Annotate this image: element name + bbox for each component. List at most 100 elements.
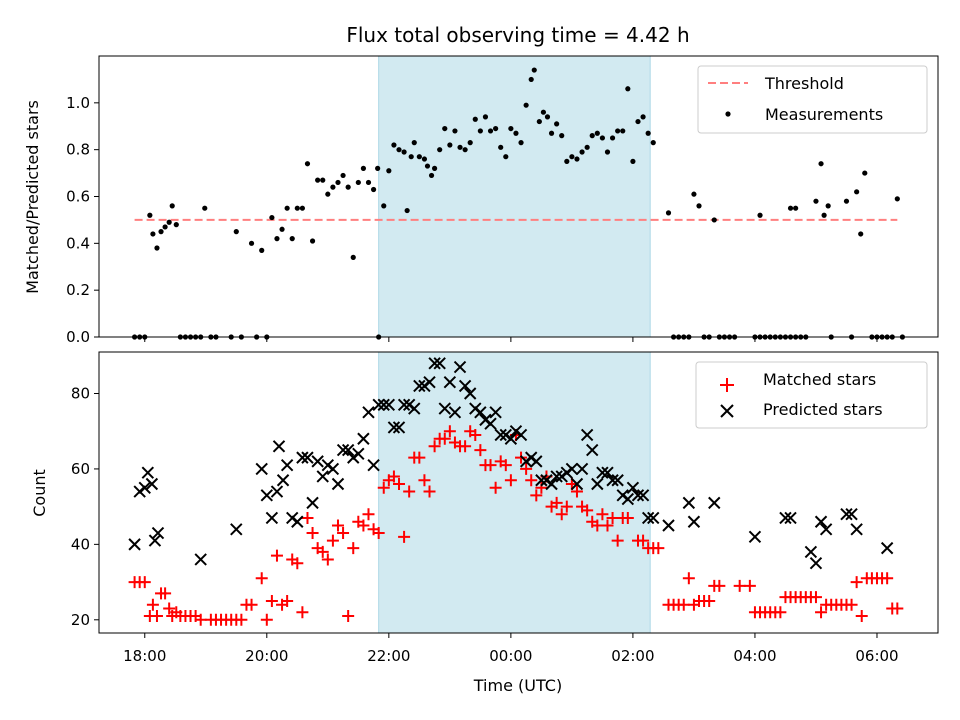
legend-predicted-label: Predicted stars <box>763 400 883 419</box>
measurement-point <box>408 154 414 160</box>
predicted-star-point <box>352 447 365 461</box>
matched-star-point <box>321 553 334 566</box>
shaded-observing-window <box>378 351 651 634</box>
predicted-star-point <box>194 553 207 566</box>
x-tick-label: 06:00 <box>855 647 898 665</box>
predicted-star-point <box>408 402 421 415</box>
predicted-star-point <box>392 421 406 434</box>
y-tick-label: 0.8 <box>66 141 90 159</box>
predicted-star-point <box>504 432 518 445</box>
predicted-star-point <box>494 428 507 442</box>
predicted-star-point <box>377 398 390 412</box>
predicted-star-point <box>484 417 497 430</box>
measurement-point <box>787 205 794 211</box>
measurement-point <box>428 172 435 179</box>
matched-star-point <box>774 606 787 619</box>
predicted-star-point <box>687 515 701 528</box>
predicted-star-point <box>514 428 528 442</box>
matched-star-point <box>337 527 350 540</box>
predicted-star-point <box>382 398 396 412</box>
matched-star-point <box>815 606 828 619</box>
measurement-point <box>442 125 448 132</box>
matched-star-point <box>606 511 619 524</box>
measurement-point <box>147 212 153 218</box>
matched-star-point <box>357 519 370 532</box>
legend-measurements-swatch <box>725 111 731 117</box>
matched-star-point <box>520 462 533 475</box>
measurement-point <box>528 76 534 83</box>
matched-star-point <box>418 474 431 487</box>
predicted-star-point <box>606 474 619 487</box>
predicted-star-point <box>814 515 828 528</box>
measurement-point <box>355 179 361 186</box>
matched-star-point <box>850 576 863 589</box>
predicted-star-point <box>819 523 833 536</box>
measurement-point <box>818 161 824 167</box>
matched-star-point <box>525 474 538 487</box>
measurement-point <box>813 198 819 204</box>
measurement-point <box>548 130 555 136</box>
y-tick-label: 1.0 <box>66 94 90 112</box>
measurement-point <box>625 86 631 92</box>
measurement-point <box>299 205 305 211</box>
matched-star-point <box>591 519 604 532</box>
measurement-point <box>477 128 483 134</box>
predicted-star-points <box>128 357 894 570</box>
measurement-point <box>437 147 443 153</box>
measurement-point <box>508 125 514 132</box>
predicted-star-point <box>138 481 151 494</box>
measurement-point <box>599 135 606 141</box>
matched-star-point <box>372 527 385 540</box>
predicted-star-point <box>260 489 274 502</box>
measurement-point <box>604 149 611 155</box>
measurement-point <box>825 203 831 209</box>
measurement-point <box>421 156 428 162</box>
predicted-star-point <box>809 557 823 570</box>
measurement-point <box>518 140 524 146</box>
predicted-star-point <box>306 496 319 510</box>
matched-star-point <box>891 602 904 615</box>
measurement-point <box>564 158 570 164</box>
matched-star-point <box>342 610 355 623</box>
y-tick-label: 0.2 <box>66 281 90 299</box>
matched-star-point <box>138 576 151 589</box>
measurement-point <box>259 247 265 253</box>
ratio-panel-frame <box>98 55 939 338</box>
predicted-star-point <box>850 523 863 536</box>
y-ticks: 20 40 60 80 <box>71 384 99 629</box>
y-tick-label: 0.0 <box>66 328 90 346</box>
legend: Threshold Measurements <box>697 65 928 134</box>
measurement-point <box>447 142 453 148</box>
measurement-point <box>452 128 458 134</box>
measurement-point <box>304 161 311 167</box>
y-tick-label: 20 <box>71 611 90 629</box>
predicted-star-point <box>631 489 645 502</box>
matched-star-point <box>159 587 172 600</box>
predicted-star-point <box>448 406 462 419</box>
measurement-point <box>335 179 341 186</box>
measurement-point <box>540 109 547 115</box>
matched-star-point <box>301 511 314 524</box>
measurement-point <box>467 140 473 146</box>
matched-star-point <box>326 534 339 547</box>
measurement-point <box>544 114 551 120</box>
measurement-point <box>396 147 402 153</box>
x-axis-label: Time (UTC) <box>473 676 562 695</box>
legend-threshold-label: Threshold <box>764 74 844 93</box>
matched-star-point <box>398 530 411 543</box>
measurement-point <box>472 116 478 122</box>
measurement-point <box>158 229 164 235</box>
measurement-point <box>858 231 864 237</box>
matched-star-point <box>403 485 416 498</box>
matched-star-point <box>499 459 512 472</box>
measurement-point <box>498 144 504 150</box>
matched-star-point <box>713 579 726 592</box>
predicted-star-point <box>362 406 375 419</box>
matched-star-point <box>601 519 614 532</box>
predicted-star-point <box>276 474 290 487</box>
matched-star-point <box>570 485 583 498</box>
legend-measurements-label: Measurements <box>765 105 883 124</box>
y-axis-label: Count <box>30 469 49 517</box>
matched-star-point <box>469 428 482 441</box>
measurement-point <box>289 236 295 242</box>
